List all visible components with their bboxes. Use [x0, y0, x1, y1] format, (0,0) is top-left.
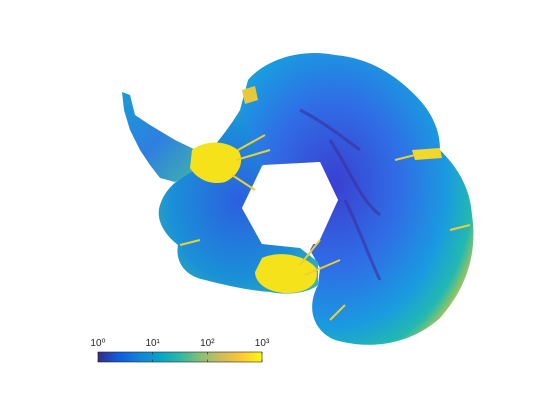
colorbar-tick-label: 10² [200, 338, 215, 349]
ice-divides [299, 108, 382, 281]
antarctic-peninsula [122, 92, 200, 182]
west-antarctica [158, 110, 318, 294]
colorbar-tick-label: 10³ [255, 338, 270, 349]
hexagon-gap [242, 162, 338, 244]
amery-ice-shelf [412, 148, 442, 160]
colorbar: 10⁰ 10¹ 10² 10³ [90, 338, 270, 363]
coastal-glacier [242, 86, 258, 104]
ronne-filchner-ice-shelf [190, 142, 242, 184]
colorbar-tick-label: 10¹ [145, 338, 160, 349]
east-antarctica [240, 52, 474, 345]
glacier-streams [179, 134, 471, 321]
antarctica [122, 52, 474, 345]
colorbar-fill [97, 351, 263, 363]
colorbar-tick-label: 10⁰ [90, 338, 105, 349]
